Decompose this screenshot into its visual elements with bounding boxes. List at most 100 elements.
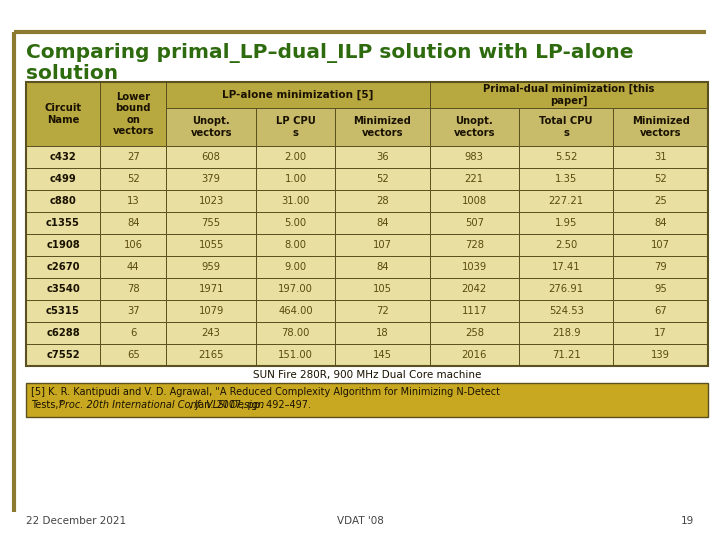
Text: 19: 19 xyxy=(680,516,694,526)
Bar xyxy=(613,168,708,190)
Bar xyxy=(166,344,256,366)
Text: 276.91: 276.91 xyxy=(549,284,584,294)
Bar xyxy=(519,108,613,146)
Bar xyxy=(256,146,335,168)
Text: 6: 6 xyxy=(130,328,137,338)
Bar xyxy=(613,256,708,278)
Bar xyxy=(26,300,100,322)
Text: 17.41: 17.41 xyxy=(552,262,580,272)
Bar xyxy=(519,322,613,344)
Text: 17: 17 xyxy=(654,328,667,338)
Bar xyxy=(166,168,256,190)
Text: c7552: c7552 xyxy=(46,350,80,360)
Text: LP-alone minimization [5]: LP-alone minimization [5] xyxy=(222,90,374,100)
Bar xyxy=(26,82,708,366)
Bar xyxy=(430,82,708,108)
Text: 1023: 1023 xyxy=(199,196,224,206)
Bar xyxy=(100,168,166,190)
Bar xyxy=(613,212,708,234)
Bar xyxy=(335,190,430,212)
Text: 52: 52 xyxy=(654,174,667,184)
Bar xyxy=(430,256,519,278)
Bar xyxy=(430,108,519,146)
Text: c3540: c3540 xyxy=(46,284,80,294)
Text: 25: 25 xyxy=(654,196,667,206)
Text: 95: 95 xyxy=(654,284,667,294)
Bar xyxy=(166,190,256,212)
Text: 151.00: 151.00 xyxy=(278,350,313,360)
Text: 197.00: 197.00 xyxy=(278,284,313,294)
Text: Minimized
vectors: Minimized vectors xyxy=(632,116,690,138)
Bar xyxy=(166,278,256,300)
Text: LP CPU
s: LP CPU s xyxy=(276,116,315,138)
Bar xyxy=(26,322,100,344)
Text: 959: 959 xyxy=(202,262,221,272)
Bar xyxy=(519,300,613,322)
Text: Unopt.
vectors: Unopt. vectors xyxy=(190,116,232,138)
Text: 227.21: 227.21 xyxy=(549,196,584,206)
Text: 2016: 2016 xyxy=(462,350,487,360)
Bar xyxy=(100,344,166,366)
Text: 983: 983 xyxy=(465,152,484,162)
Bar xyxy=(256,322,335,344)
Bar xyxy=(256,300,335,322)
Text: 243: 243 xyxy=(202,328,220,338)
Bar xyxy=(519,190,613,212)
Text: Primal-dual minimization [this
paper]: Primal-dual minimization [this paper] xyxy=(483,84,654,106)
Text: 258: 258 xyxy=(465,328,484,338)
Bar xyxy=(519,212,613,234)
Text: 106: 106 xyxy=(124,240,143,250)
Text: [5] K. R. Kantipudi and V. D. Agrawal, "A Reduced Complexity Algorithm for Minim: [5] K. R. Kantipudi and V. D. Agrawal, "… xyxy=(31,387,500,397)
Text: 755: 755 xyxy=(202,218,221,228)
Bar xyxy=(256,168,335,190)
Text: 8.00: 8.00 xyxy=(284,240,307,250)
Bar xyxy=(519,256,613,278)
Text: 28: 28 xyxy=(376,196,389,206)
Text: 379: 379 xyxy=(202,174,221,184)
Bar xyxy=(430,234,519,256)
Text: 84: 84 xyxy=(376,262,389,272)
Text: SUN Fire 280R, 900 MHz Dual Core machine: SUN Fire 280R, 900 MHz Dual Core machine xyxy=(253,370,481,380)
Bar xyxy=(430,190,519,212)
Bar xyxy=(335,108,430,146)
Text: 1.35: 1.35 xyxy=(555,174,577,184)
Bar xyxy=(256,234,335,256)
Text: 1.00: 1.00 xyxy=(284,174,307,184)
Text: 44: 44 xyxy=(127,262,140,272)
Text: 52: 52 xyxy=(376,174,389,184)
Text: 728: 728 xyxy=(465,240,484,250)
Bar xyxy=(26,146,100,168)
Text: 18: 18 xyxy=(376,328,389,338)
Bar xyxy=(335,212,430,234)
Text: c1908: c1908 xyxy=(46,240,80,250)
Text: 2.50: 2.50 xyxy=(555,240,577,250)
Text: 22 December 2021: 22 December 2021 xyxy=(26,516,126,526)
Bar xyxy=(335,278,430,300)
Bar xyxy=(166,256,256,278)
Bar xyxy=(26,344,100,366)
Bar xyxy=(100,256,166,278)
Bar xyxy=(335,234,430,256)
Text: 524.53: 524.53 xyxy=(549,306,584,316)
Bar xyxy=(100,146,166,168)
Bar xyxy=(430,300,519,322)
Bar xyxy=(256,190,335,212)
Bar xyxy=(256,108,335,146)
Bar xyxy=(519,234,613,256)
Text: 65: 65 xyxy=(127,350,140,360)
Bar xyxy=(166,146,256,168)
Bar xyxy=(613,278,708,300)
Text: 13: 13 xyxy=(127,196,140,206)
Bar xyxy=(613,146,708,168)
Text: 2.00: 2.00 xyxy=(284,152,307,162)
Text: 107: 107 xyxy=(652,240,670,250)
Text: 72: 72 xyxy=(376,306,389,316)
Text: 464.00: 464.00 xyxy=(278,306,312,316)
Text: 31.00: 31.00 xyxy=(282,196,310,206)
Bar xyxy=(430,344,519,366)
Bar xyxy=(335,146,430,168)
Text: solution: solution xyxy=(26,64,118,83)
Bar xyxy=(519,168,613,190)
Text: Unopt.
vectors: Unopt. vectors xyxy=(454,116,495,138)
Bar xyxy=(519,278,613,300)
